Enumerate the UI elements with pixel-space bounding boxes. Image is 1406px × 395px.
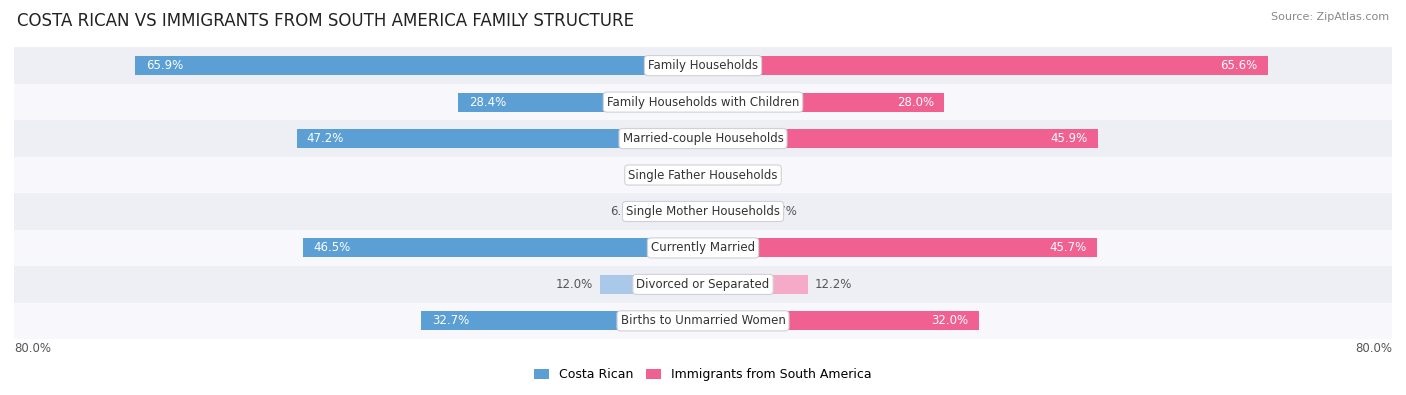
- Text: Family Households: Family Households: [648, 59, 758, 72]
- Bar: [683, 166, 703, 184]
- Text: Family Households with Children: Family Households with Children: [607, 96, 799, 109]
- Text: 12.0%: 12.0%: [555, 278, 593, 291]
- Bar: [703, 275, 808, 294]
- Bar: [14, 84, 1392, 120]
- Text: 6.5%: 6.5%: [610, 205, 640, 218]
- Text: 45.7%: 45.7%: [1049, 241, 1087, 254]
- Text: 2.3%: 2.3%: [730, 169, 759, 182]
- Bar: [458, 92, 703, 111]
- Bar: [703, 166, 723, 184]
- Text: 65.9%: 65.9%: [146, 59, 183, 72]
- Text: 80.0%: 80.0%: [14, 342, 51, 355]
- Bar: [703, 56, 1268, 75]
- Bar: [703, 129, 1098, 148]
- Text: Currently Married: Currently Married: [651, 241, 755, 254]
- Text: 2.3%: 2.3%: [647, 169, 676, 182]
- Bar: [14, 120, 1392, 157]
- Bar: [14, 157, 1392, 193]
- Text: 80.0%: 80.0%: [1355, 342, 1392, 355]
- Bar: [14, 193, 1392, 230]
- Text: Source: ZipAtlas.com: Source: ZipAtlas.com: [1271, 12, 1389, 22]
- Bar: [297, 129, 703, 148]
- Bar: [703, 239, 1097, 258]
- Text: 65.6%: 65.6%: [1220, 59, 1257, 72]
- Bar: [599, 275, 703, 294]
- Text: 28.4%: 28.4%: [468, 96, 506, 109]
- Bar: [14, 266, 1392, 303]
- Text: 45.9%: 45.9%: [1050, 132, 1088, 145]
- Bar: [703, 311, 979, 330]
- Bar: [703, 202, 761, 221]
- Text: Single Father Households: Single Father Households: [628, 169, 778, 182]
- Bar: [422, 311, 703, 330]
- Legend: Costa Rican, Immigrants from South America: Costa Rican, Immigrants from South Ameri…: [529, 363, 877, 386]
- Text: Single Mother Households: Single Mother Households: [626, 205, 780, 218]
- Text: Divorced or Separated: Divorced or Separated: [637, 278, 769, 291]
- Text: 46.5%: 46.5%: [314, 241, 350, 254]
- Text: 6.7%: 6.7%: [768, 205, 797, 218]
- Text: 32.7%: 32.7%: [432, 314, 470, 327]
- Bar: [302, 239, 703, 258]
- Text: 12.2%: 12.2%: [815, 278, 852, 291]
- Text: Married-couple Households: Married-couple Households: [623, 132, 783, 145]
- Text: 28.0%: 28.0%: [897, 96, 934, 109]
- Bar: [14, 230, 1392, 266]
- Bar: [703, 92, 945, 111]
- Bar: [647, 202, 703, 221]
- Text: Births to Unmarried Women: Births to Unmarried Women: [620, 314, 786, 327]
- Bar: [14, 47, 1392, 84]
- Text: COSTA RICAN VS IMMIGRANTS FROM SOUTH AMERICA FAMILY STRUCTURE: COSTA RICAN VS IMMIGRANTS FROM SOUTH AME…: [17, 12, 634, 30]
- Text: 47.2%: 47.2%: [307, 132, 344, 145]
- Bar: [14, 303, 1392, 339]
- Bar: [135, 56, 703, 75]
- Text: 32.0%: 32.0%: [931, 314, 969, 327]
